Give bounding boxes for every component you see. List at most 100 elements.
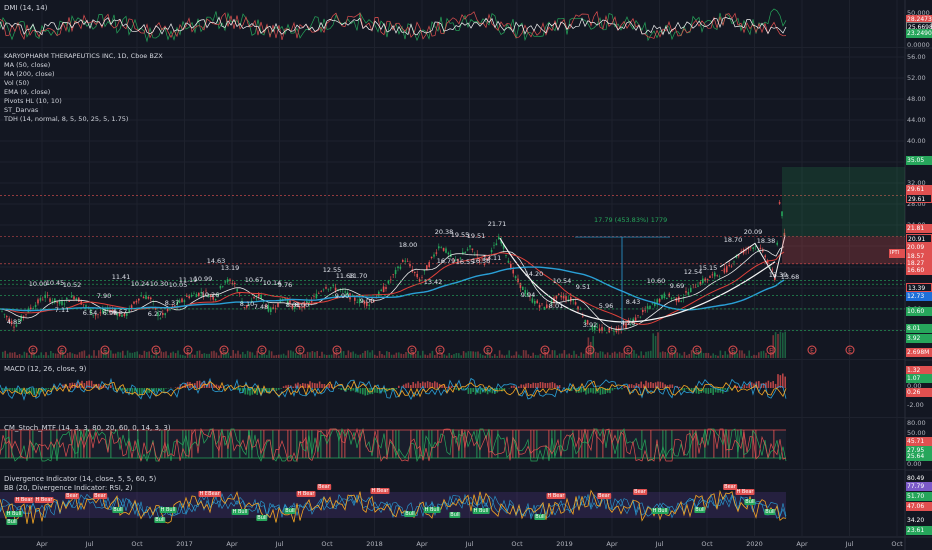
candle-body [222, 286, 224, 288]
div-tick-3: 47.06 [906, 502, 932, 511]
candle-body [764, 255, 766, 258]
macd-hist-bar [62, 384, 64, 388]
target-zone [782, 166, 905, 237]
stoch-highlight [665, 430, 667, 458]
candle-body [102, 309, 104, 313]
candle-body [255, 298, 258, 300]
macd-hist-bar [314, 383, 316, 388]
macd-hist-bar [611, 388, 614, 391]
candle-body [769, 267, 771, 269]
candle-body [306, 300, 308, 302]
macd-hist-bar [357, 388, 359, 393]
candle-body [608, 327, 610, 333]
volume-bar [482, 355, 484, 358]
volume-bar [290, 350, 292, 358]
volume-bar [657, 332, 659, 358]
candle-body [471, 248, 474, 250]
stoch-highlight [479, 430, 481, 458]
volume-bar [194, 354, 196, 358]
volume-bar [117, 351, 119, 358]
candle-body [313, 296, 315, 297]
ma200-line [0, 266, 785, 312]
earnings-marker-18: E [766, 345, 776, 355]
price-label-14: 10.05 [168, 281, 188, 289]
price-label-17: 10.26 [200, 291, 220, 299]
volume-bar [630, 352, 633, 358]
volume-bar [191, 354, 194, 358]
candle-body [44, 294, 46, 298]
earnings-marker-6: E [257, 345, 267, 355]
volume-bar [30, 352, 33, 358]
candle-body [58, 301, 61, 304]
macd-hist-bar [424, 382, 426, 388]
stoch-highlight [344, 430, 346, 458]
price-tick-1: 52.00 [907, 74, 926, 82]
candle-body [42, 299, 44, 301]
candle-body [649, 305, 651, 309]
macd-hist-bar [544, 383, 546, 388]
volume-bar [357, 354, 359, 358]
macd-hist-bar [417, 381, 419, 388]
price-label-1: 10.00 [28, 280, 48, 288]
divergence-tag-14: H Bear [296, 491, 316, 497]
volume-bar [616, 353, 618, 358]
macd-hist-bar [237, 388, 239, 391]
candle-body [646, 306, 649, 309]
volume-bar [21, 355, 23, 358]
volume-bar [83, 350, 86, 358]
candle-body [750, 247, 752, 249]
candle-body [589, 329, 591, 330]
volume-bar [16, 355, 18, 358]
divergence-tag-4: Bear [65, 493, 79, 499]
macd-hist-bar [513, 385, 515, 388]
price-label-9: 11.41 [111, 273, 131, 281]
volume-bar [114, 353, 117, 358]
candle-body [356, 301, 358, 303]
price-label-32: 18.00 [398, 241, 418, 249]
macd-hist-bar [369, 388, 371, 395]
volume-bar [426, 355, 429, 358]
candle-body [334, 287, 337, 291]
volume-bar [496, 355, 498, 358]
stoch-highlight [278, 430, 280, 458]
macd-hist-bar [328, 383, 330, 388]
stoch-highlight [308, 430, 310, 458]
candle-body [99, 312, 102, 314]
price-label-40: 21.71 [487, 220, 507, 228]
volume-bar [333, 352, 335, 358]
candle-body [193, 293, 195, 295]
candle-body [733, 261, 735, 263]
candle-body [20, 315, 22, 321]
volume-bar [431, 350, 434, 358]
candle-body [1, 310, 3, 312]
stoch-highlight [86, 430, 88, 458]
stoch-highlight [728, 430, 730, 458]
candle-body [34, 304, 37, 308]
divergence-tag-8: H Bull [159, 507, 177, 513]
dmi-tick-0: 50.000 [907, 9, 930, 17]
price-badge-12: 8.01 [906, 324, 932, 333]
divergence-tag-5: Bull [112, 507, 124, 513]
macd-hist-bar [88, 380, 90, 388]
volume-bar [664, 351, 666, 358]
candle-body [39, 298, 42, 301]
volume-bar [359, 354, 362, 358]
x-tick-11: 2019 [556, 540, 573, 548]
stoch-highlight [311, 430, 313, 458]
stoch-highlight [587, 430, 589, 458]
stoch-highlight [302, 430, 304, 458]
earnings-marker-19: E [807, 345, 817, 355]
candle-body [267, 305, 270, 312]
macd-value-2: 0.26 [906, 388, 932, 397]
candle-body [661, 295, 663, 299]
candle-body [594, 325, 596, 331]
earnings-marker-9: E [407, 345, 417, 355]
price-label-6: 7.90 [96, 292, 112, 300]
macd-hist-bar [753, 383, 755, 388]
candle-body [562, 295, 565, 299]
volume-bar [779, 331, 782, 358]
volume-bar [434, 355, 436, 358]
candle-body [728, 265, 730, 267]
candle-body [651, 303, 654, 304]
